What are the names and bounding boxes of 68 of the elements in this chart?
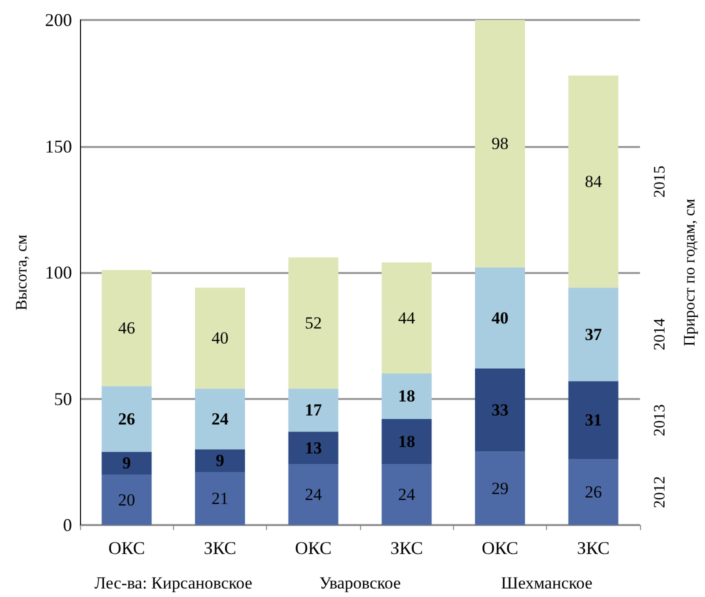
y2-axis-title: Прирост по годам, см (682, 198, 698, 346)
bar (475, 20, 525, 268)
data-label: 21 (212, 488, 228, 508)
bar (568, 76, 618, 288)
text: 2014 (652, 318, 668, 350)
bar (195, 449, 245, 472)
data-label: 37 (584, 324, 602, 344)
x-tick-label: ЗКС (204, 538, 236, 558)
data-label: 9 (216, 451, 224, 470)
data-label: 20 (118, 490, 136, 510)
x-tick-label: ОКС (108, 538, 145, 558)
y-tick-label: 150 (45, 136, 72, 156)
bar (102, 452, 152, 474)
data-label: 98 (492, 134, 508, 154)
data-label: 18 (398, 386, 416, 406)
text: 2013 (652, 404, 668, 436)
data-label: 26 (118, 409, 136, 428)
data-label: 31 (584, 410, 602, 430)
data-label: 44 (398, 308, 416, 328)
bar (568, 288, 618, 382)
bar (102, 386, 152, 452)
x-tick-label: ЗКС (577, 538, 610, 558)
x-tick-label: ЗКС (390, 538, 423, 558)
data-label: 52 (304, 314, 322, 332)
y-tick-label: 200 (45, 10, 72, 30)
bar (195, 388, 245, 450)
text: Лес-ва: Кирсановское (94, 574, 252, 592)
data-label: 17 (304, 400, 322, 420)
data-label: 84 (584, 172, 602, 192)
y-tick-label: 50 (54, 388, 72, 409)
data-label: 26 (584, 482, 602, 502)
bar (475, 267, 525, 368)
data-label: 24 (304, 485, 322, 504)
y-axis-title: Высота, см (14, 234, 30, 310)
bar (102, 474, 152, 525)
y-tick-label: 0 (63, 515, 72, 535)
data-label: 24 (398, 485, 416, 504)
data-label: 46 (118, 318, 136, 338)
bar (382, 464, 432, 525)
bar (382, 418, 432, 464)
x-tick-label: ОКС (482, 538, 518, 558)
bar (288, 464, 338, 525)
bar (195, 288, 245, 389)
data-label: 13 (304, 438, 322, 458)
bar (568, 459, 618, 525)
data-label: 29 (492, 478, 508, 498)
bar (382, 262, 432, 374)
x-tick-label: ОКС (295, 538, 332, 558)
data-label: 40 (212, 328, 228, 348)
data-label: 24 (212, 409, 229, 428)
text: 2015 (652, 166, 668, 198)
data-label: 40 (492, 308, 508, 328)
data-label: 9 (122, 454, 131, 473)
data-label: 33 (492, 400, 508, 420)
bar (382, 374, 432, 419)
bar (288, 257, 338, 389)
y-tick-label: 100 (45, 262, 72, 282)
text: Шехманское (500, 574, 592, 592)
data-label: 18 (398, 432, 416, 452)
bar (195, 472, 245, 525)
bar (288, 388, 338, 432)
bar (102, 270, 152, 386)
bar (475, 368, 525, 452)
bar (288, 432, 338, 464)
text: 2012 (652, 476, 668, 508)
bar (475, 452, 525, 525)
bar (568, 381, 618, 460)
text: Уваровское (319, 574, 401, 592)
